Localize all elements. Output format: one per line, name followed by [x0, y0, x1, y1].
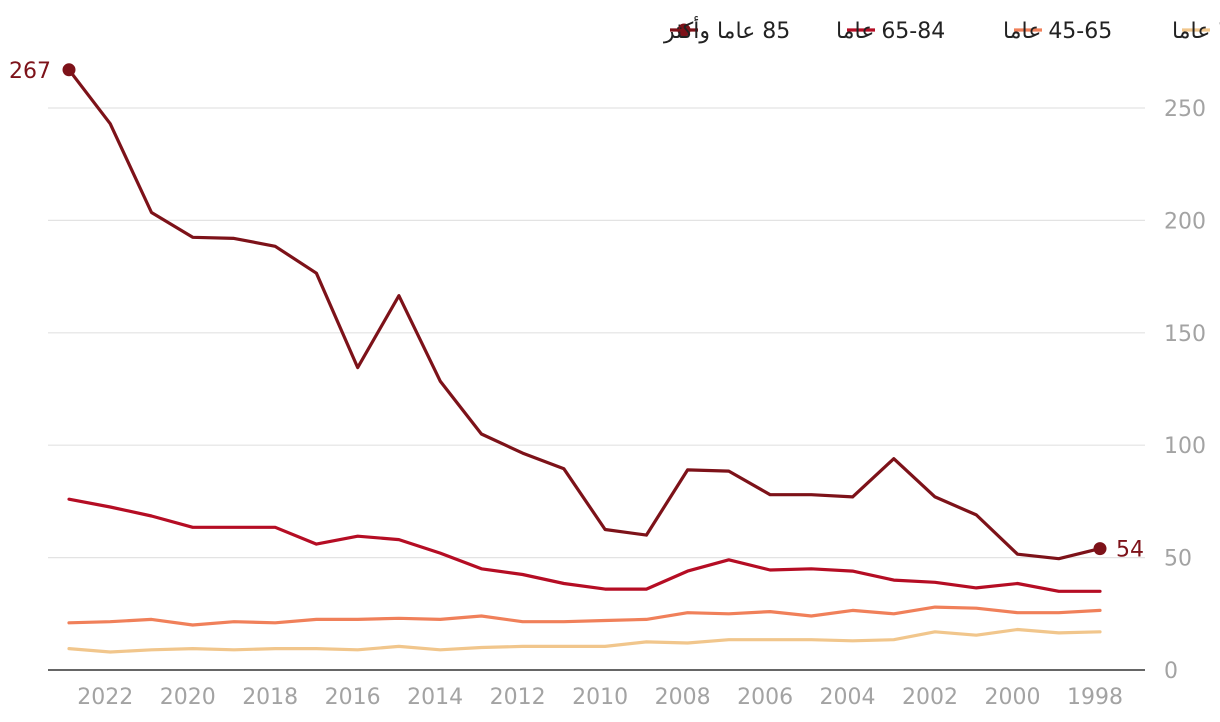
- series-line-3: [67, 68, 1102, 561]
- x-tick-label: 1998: [1067, 685, 1123, 710]
- x-tick-label: 2000: [985, 685, 1041, 710]
- x-tick-label: 2002: [902, 685, 958, 710]
- legend-label: 15-44 عاما: [1172, 19, 1220, 44]
- end-labels: 54 267: [9, 59, 1144, 563]
- series-end-marker: [1093, 542, 1107, 556]
- x-tick-label: 2008: [655, 685, 711, 710]
- end-value-label: 54: [1116, 538, 1144, 563]
- y-tick-label: 150: [1164, 322, 1206, 347]
- series-line-0: [67, 627, 1102, 654]
- legend-item: 65-84 عاما: [836, 19, 945, 44]
- y-tick-label: 0: [1164, 659, 1178, 684]
- x-tick-label: 2014: [407, 685, 463, 710]
- series-lines: [62, 63, 1107, 654]
- y-tick-label: 50: [1164, 547, 1192, 572]
- x-tick-labels: 1998 2000 2002 2004 2006 2008 2010 2012 2014 2016…: [77, 685, 1123, 710]
- legend-item: 15-44 عاما: [1172, 19, 1220, 44]
- y-tick-label: 200: [1164, 209, 1206, 234]
- legend: 15-44 عاما 45-65 عاما 65-84 عاما 85 عاما وأ…: [663, 16, 1220, 44]
- y-axis: 0 50 100 150 200 250: [1164, 97, 1206, 684]
- legend-label: 85 عاما وأكثر: [663, 16, 790, 44]
- x-tick-label: 2020: [160, 685, 216, 710]
- end-value-label: 267: [9, 59, 51, 84]
- series-line-2: [67, 497, 1102, 593]
- gridlines: [48, 107, 1145, 559]
- x-tick-label: 2010: [572, 685, 628, 710]
- x-tick-label: 2018: [242, 685, 298, 710]
- legend-item: 45-65 عاما: [1003, 19, 1112, 44]
- y-tick-label: 100: [1164, 434, 1206, 459]
- x-tick-label: 2004: [820, 685, 876, 710]
- legend-label: 65-84 عاما: [836, 19, 945, 44]
- legend-label: 45-65 عاما: [1003, 19, 1112, 44]
- x-tick-label: 2016: [325, 685, 381, 710]
- y-tick-label: 250: [1164, 97, 1206, 122]
- legend-item: 85 عاما وأكثر: [663, 16, 790, 44]
- x-tick-label: 2022: [77, 685, 133, 710]
- series-end-marker: [62, 63, 76, 77]
- x-tick-label: 2006: [737, 685, 793, 710]
- legend-marker: [677, 23, 691, 37]
- series-line-1: [67, 605, 1102, 627]
- x-tick-label: 2012: [490, 685, 546, 710]
